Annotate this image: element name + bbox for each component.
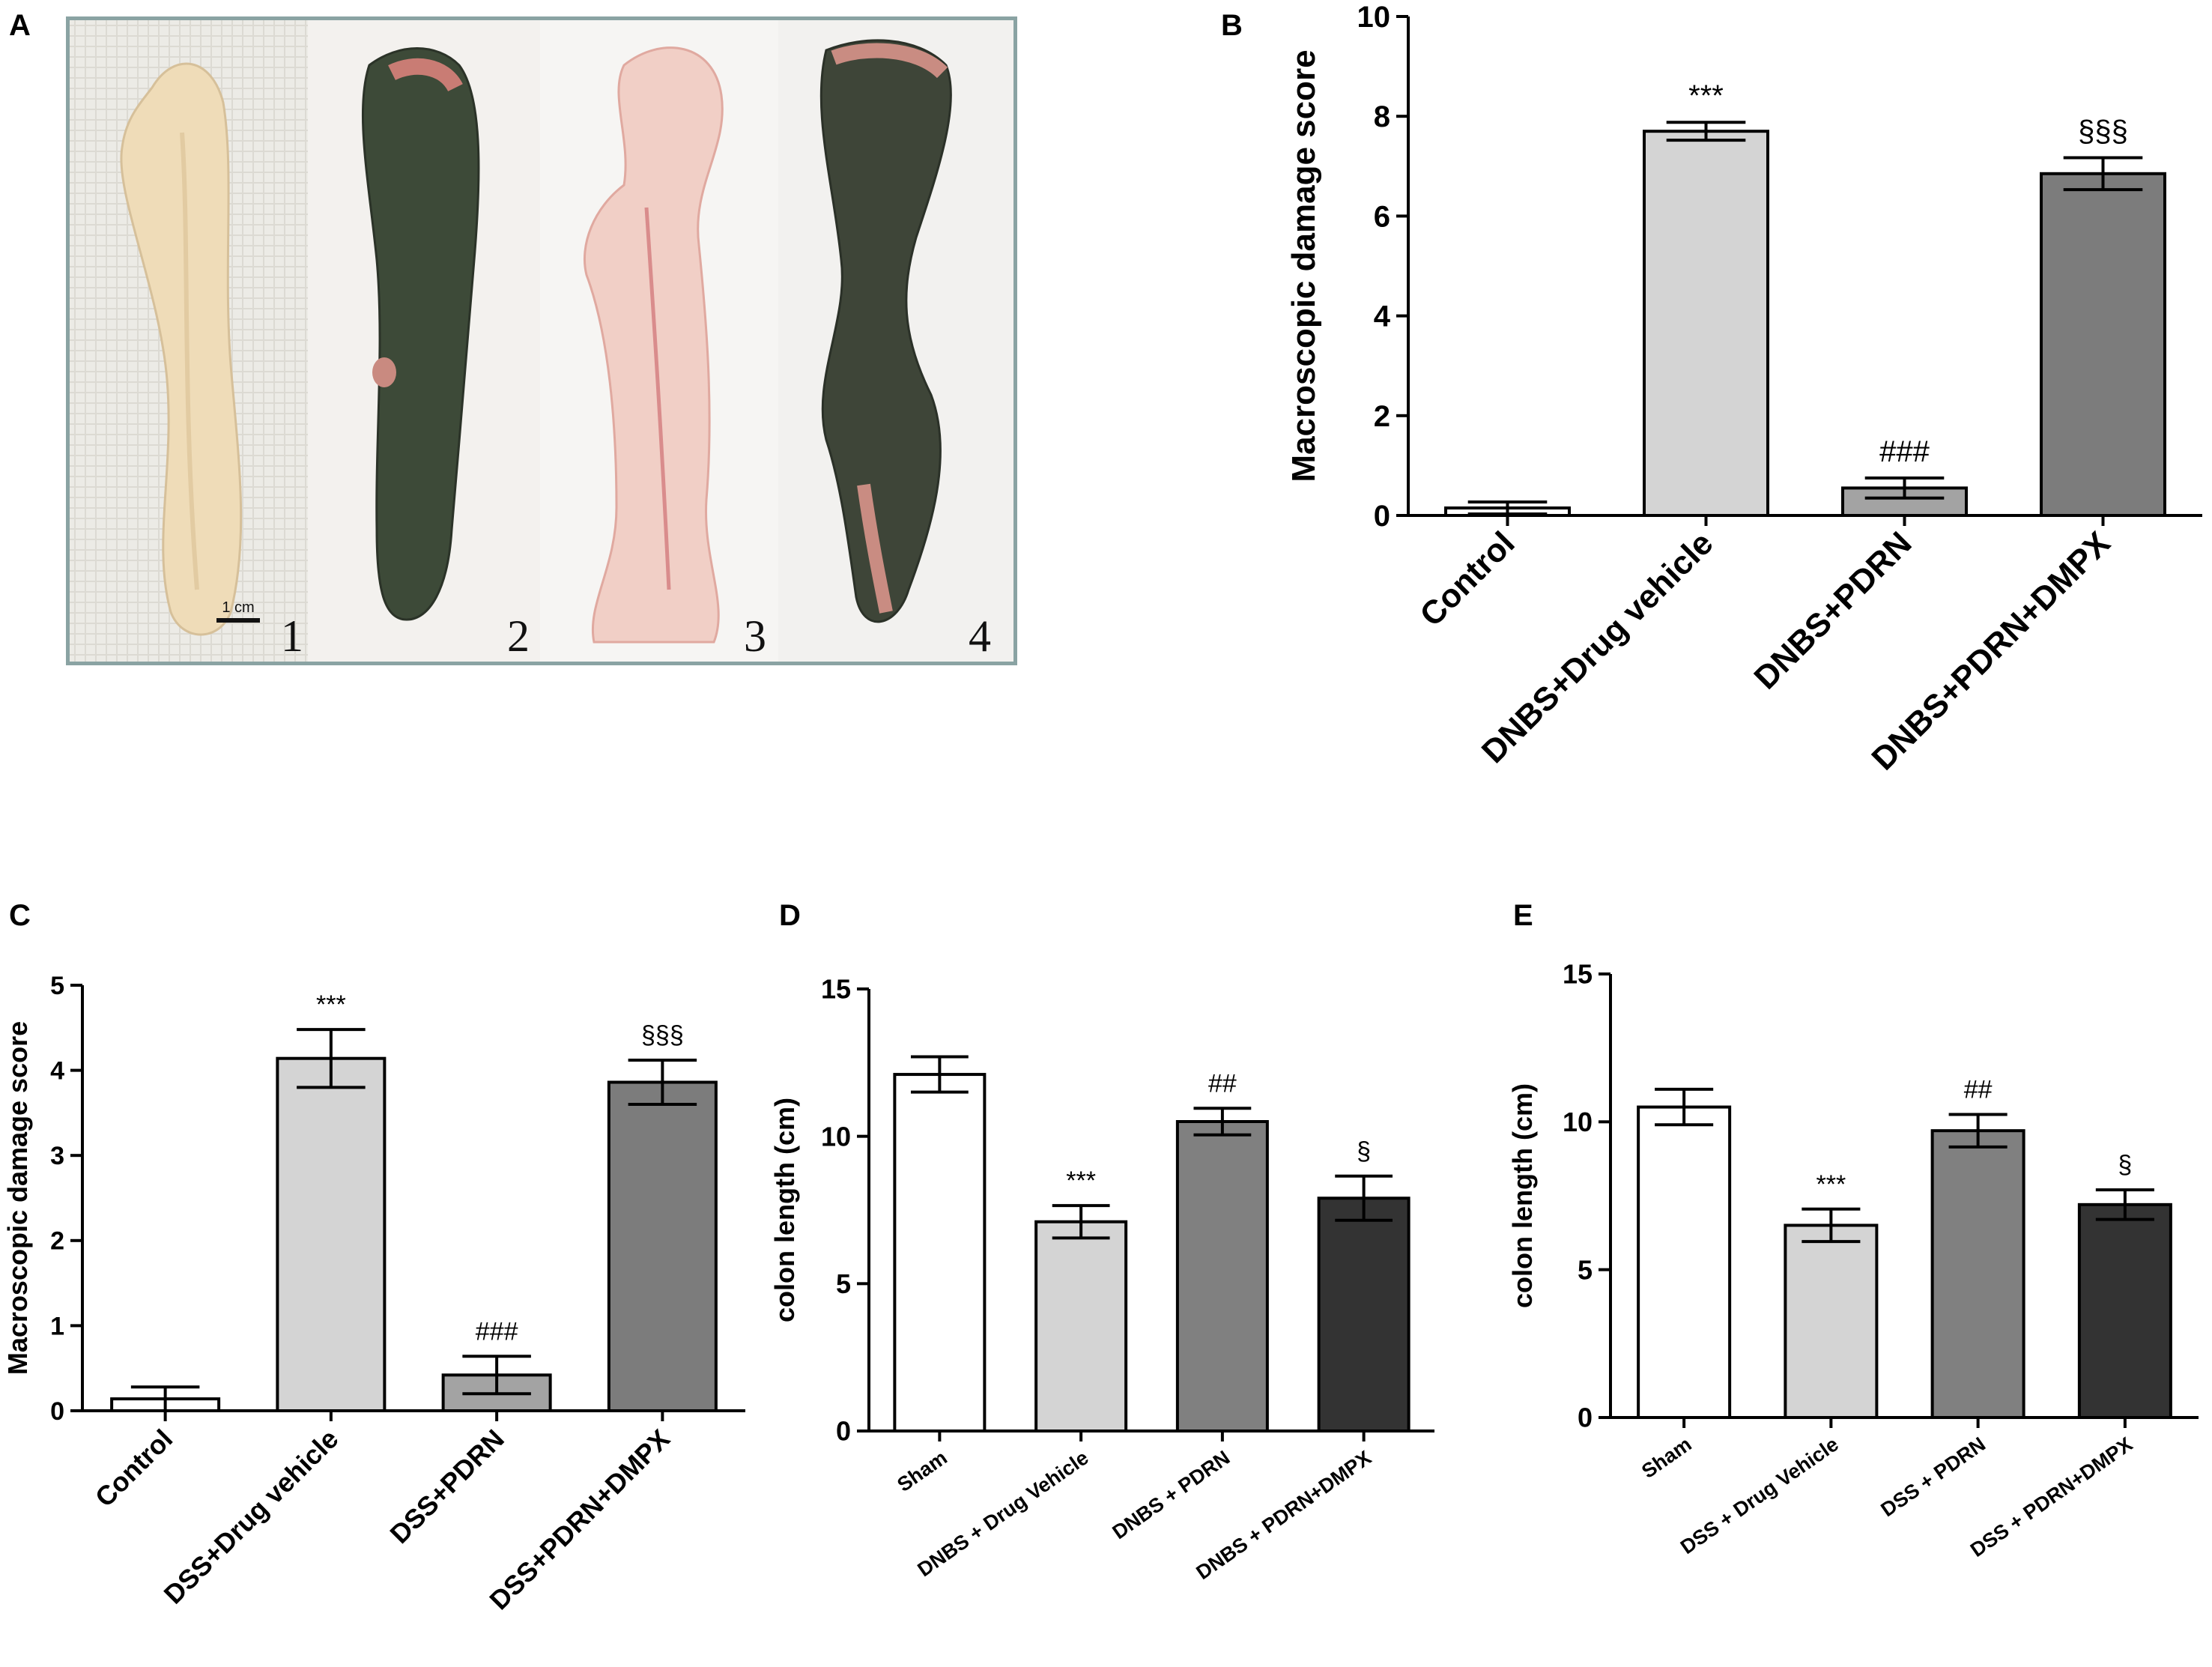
chart-c-annotation-3: §§§ bbox=[641, 1021, 684, 1050]
chart-b-y-tick-label: 6 bbox=[1374, 200, 1390, 233]
chart-e-bar-0 bbox=[1637, 1105, 1732, 1419]
chart-d-annotation-2: ## bbox=[1208, 1069, 1237, 1098]
panel-letter-a: A bbox=[9, 9, 31, 42]
chart-b-y-tick-label: 2 bbox=[1374, 400, 1390, 433]
chart-c-y-tick-label: 5 bbox=[50, 972, 64, 1000]
chart-d-y-tick-label: 0 bbox=[836, 1416, 851, 1447]
chart-e-y-tick-label: 5 bbox=[1578, 1254, 1593, 1285]
chart-c-annotation-2: ### bbox=[476, 1317, 518, 1346]
chart-e-y-tick-label: 0 bbox=[1578, 1403, 1593, 1433]
panel-letter-c: C bbox=[9, 899, 31, 932]
chart-e-annotation-1: *** bbox=[1816, 1170, 1846, 1199]
chart-d-y-tick-label: 10 bbox=[821, 1121, 851, 1152]
chart-b-annotation-1: *** bbox=[1688, 79, 1724, 112]
chart-d-bar-1 bbox=[1034, 1220, 1128, 1432]
specimen-1-colon bbox=[120, 62, 243, 636]
chart-e-category-label-1: DSS + Drug Vehicle bbox=[1676, 1432, 1843, 1558]
specimen-number-1: 1 bbox=[281, 611, 303, 661]
colon-specimens-photo: 1 cm 1 2 3 4 bbox=[66, 16, 1017, 665]
panel-letter-e: E bbox=[1513, 899, 1533, 932]
chart-b-y-tick-label: 10 bbox=[1357, 1, 1391, 34]
scale-bar bbox=[216, 618, 260, 623]
chart-b-annotation-2: ### bbox=[1879, 435, 1930, 468]
panel-letter-d: D bbox=[779, 899, 801, 932]
chart-c-y-tick-label: 1 bbox=[50, 1312, 64, 1340]
chart-c-y-tick-label: 3 bbox=[50, 1142, 64, 1170]
chart-d-y-tick-label: 15 bbox=[821, 974, 851, 1005]
specimen-number-4: 4 bbox=[969, 611, 991, 661]
scale-label: 1 cm bbox=[222, 599, 254, 616]
chart-e-category-label-0: Sham bbox=[1637, 1432, 1695, 1483]
chart-b-y-tick-label: 4 bbox=[1374, 300, 1391, 333]
chart-b-y-axis-label: Macroscopic damage score bbox=[1285, 49, 1322, 482]
chart-d-y-tick-label: 5 bbox=[836, 1268, 851, 1299]
chart-c-bar-3 bbox=[607, 1080, 718, 1413]
chart-c-y-axis-label: Macroscopic damage score bbox=[2, 1021, 33, 1375]
specimen-number-3: 3 bbox=[744, 611, 766, 661]
chart-c-annotation-1: *** bbox=[316, 990, 346, 1019]
chart-e-y-axis-label: colon length (cm) bbox=[1507, 1083, 1538, 1308]
chart-b-y-tick-label: 0 bbox=[1374, 500, 1390, 533]
chart-b-y-tick-label: 8 bbox=[1374, 100, 1390, 133]
chart-e-bar-2 bbox=[1930, 1129, 2025, 1419]
chart-d-bar-2 bbox=[1175, 1120, 1269, 1432]
chart-c-y-tick-label: 0 bbox=[50, 1397, 64, 1426]
specimen-2-colon bbox=[361, 47, 480, 621]
chart-d-annotation-1: *** bbox=[1066, 1167, 1096, 1195]
chart-b-annotation-3: §§§ bbox=[2078, 115, 2128, 148]
chart-e-bar-1 bbox=[1784, 1223, 1879, 1419]
colon-specimens-illustration: 1 cm 1 2 3 4 bbox=[70, 20, 1013, 662]
chart-d-y-axis-label: colon length (cm) bbox=[769, 1098, 800, 1322]
chart-d-annotation-3: § bbox=[1357, 1137, 1371, 1166]
chart-c-y-tick-label: 4 bbox=[50, 1057, 64, 1086]
chart-e-annotation-3: § bbox=[2118, 1151, 2132, 1179]
chart-c-bar-1 bbox=[276, 1056, 387, 1413]
chart-e-category-label-3: DSS + PDRN+DMPX bbox=[1966, 1432, 2136, 1561]
chart-c-y-tick-label: 2 bbox=[50, 1227, 64, 1256]
chart-e-annotation-2: ## bbox=[1964, 1075, 1993, 1104]
chart-e-bar-3 bbox=[2077, 1202, 2172, 1419]
chart-e-y-tick-label: 15 bbox=[1563, 959, 1593, 990]
chart-e-category-label-2: DSS + PDRN bbox=[1877, 1432, 1990, 1521]
specimen-4-colon bbox=[819, 39, 952, 623]
panel-letter-b: B bbox=[1221, 9, 1243, 42]
chart-b-bar-1 bbox=[1643, 130, 1769, 517]
specimen-number-2: 2 bbox=[507, 611, 530, 661]
chart-e-y-tick-label: 10 bbox=[1563, 1107, 1593, 1137]
chart-b-bar-3 bbox=[2040, 172, 2166, 517]
